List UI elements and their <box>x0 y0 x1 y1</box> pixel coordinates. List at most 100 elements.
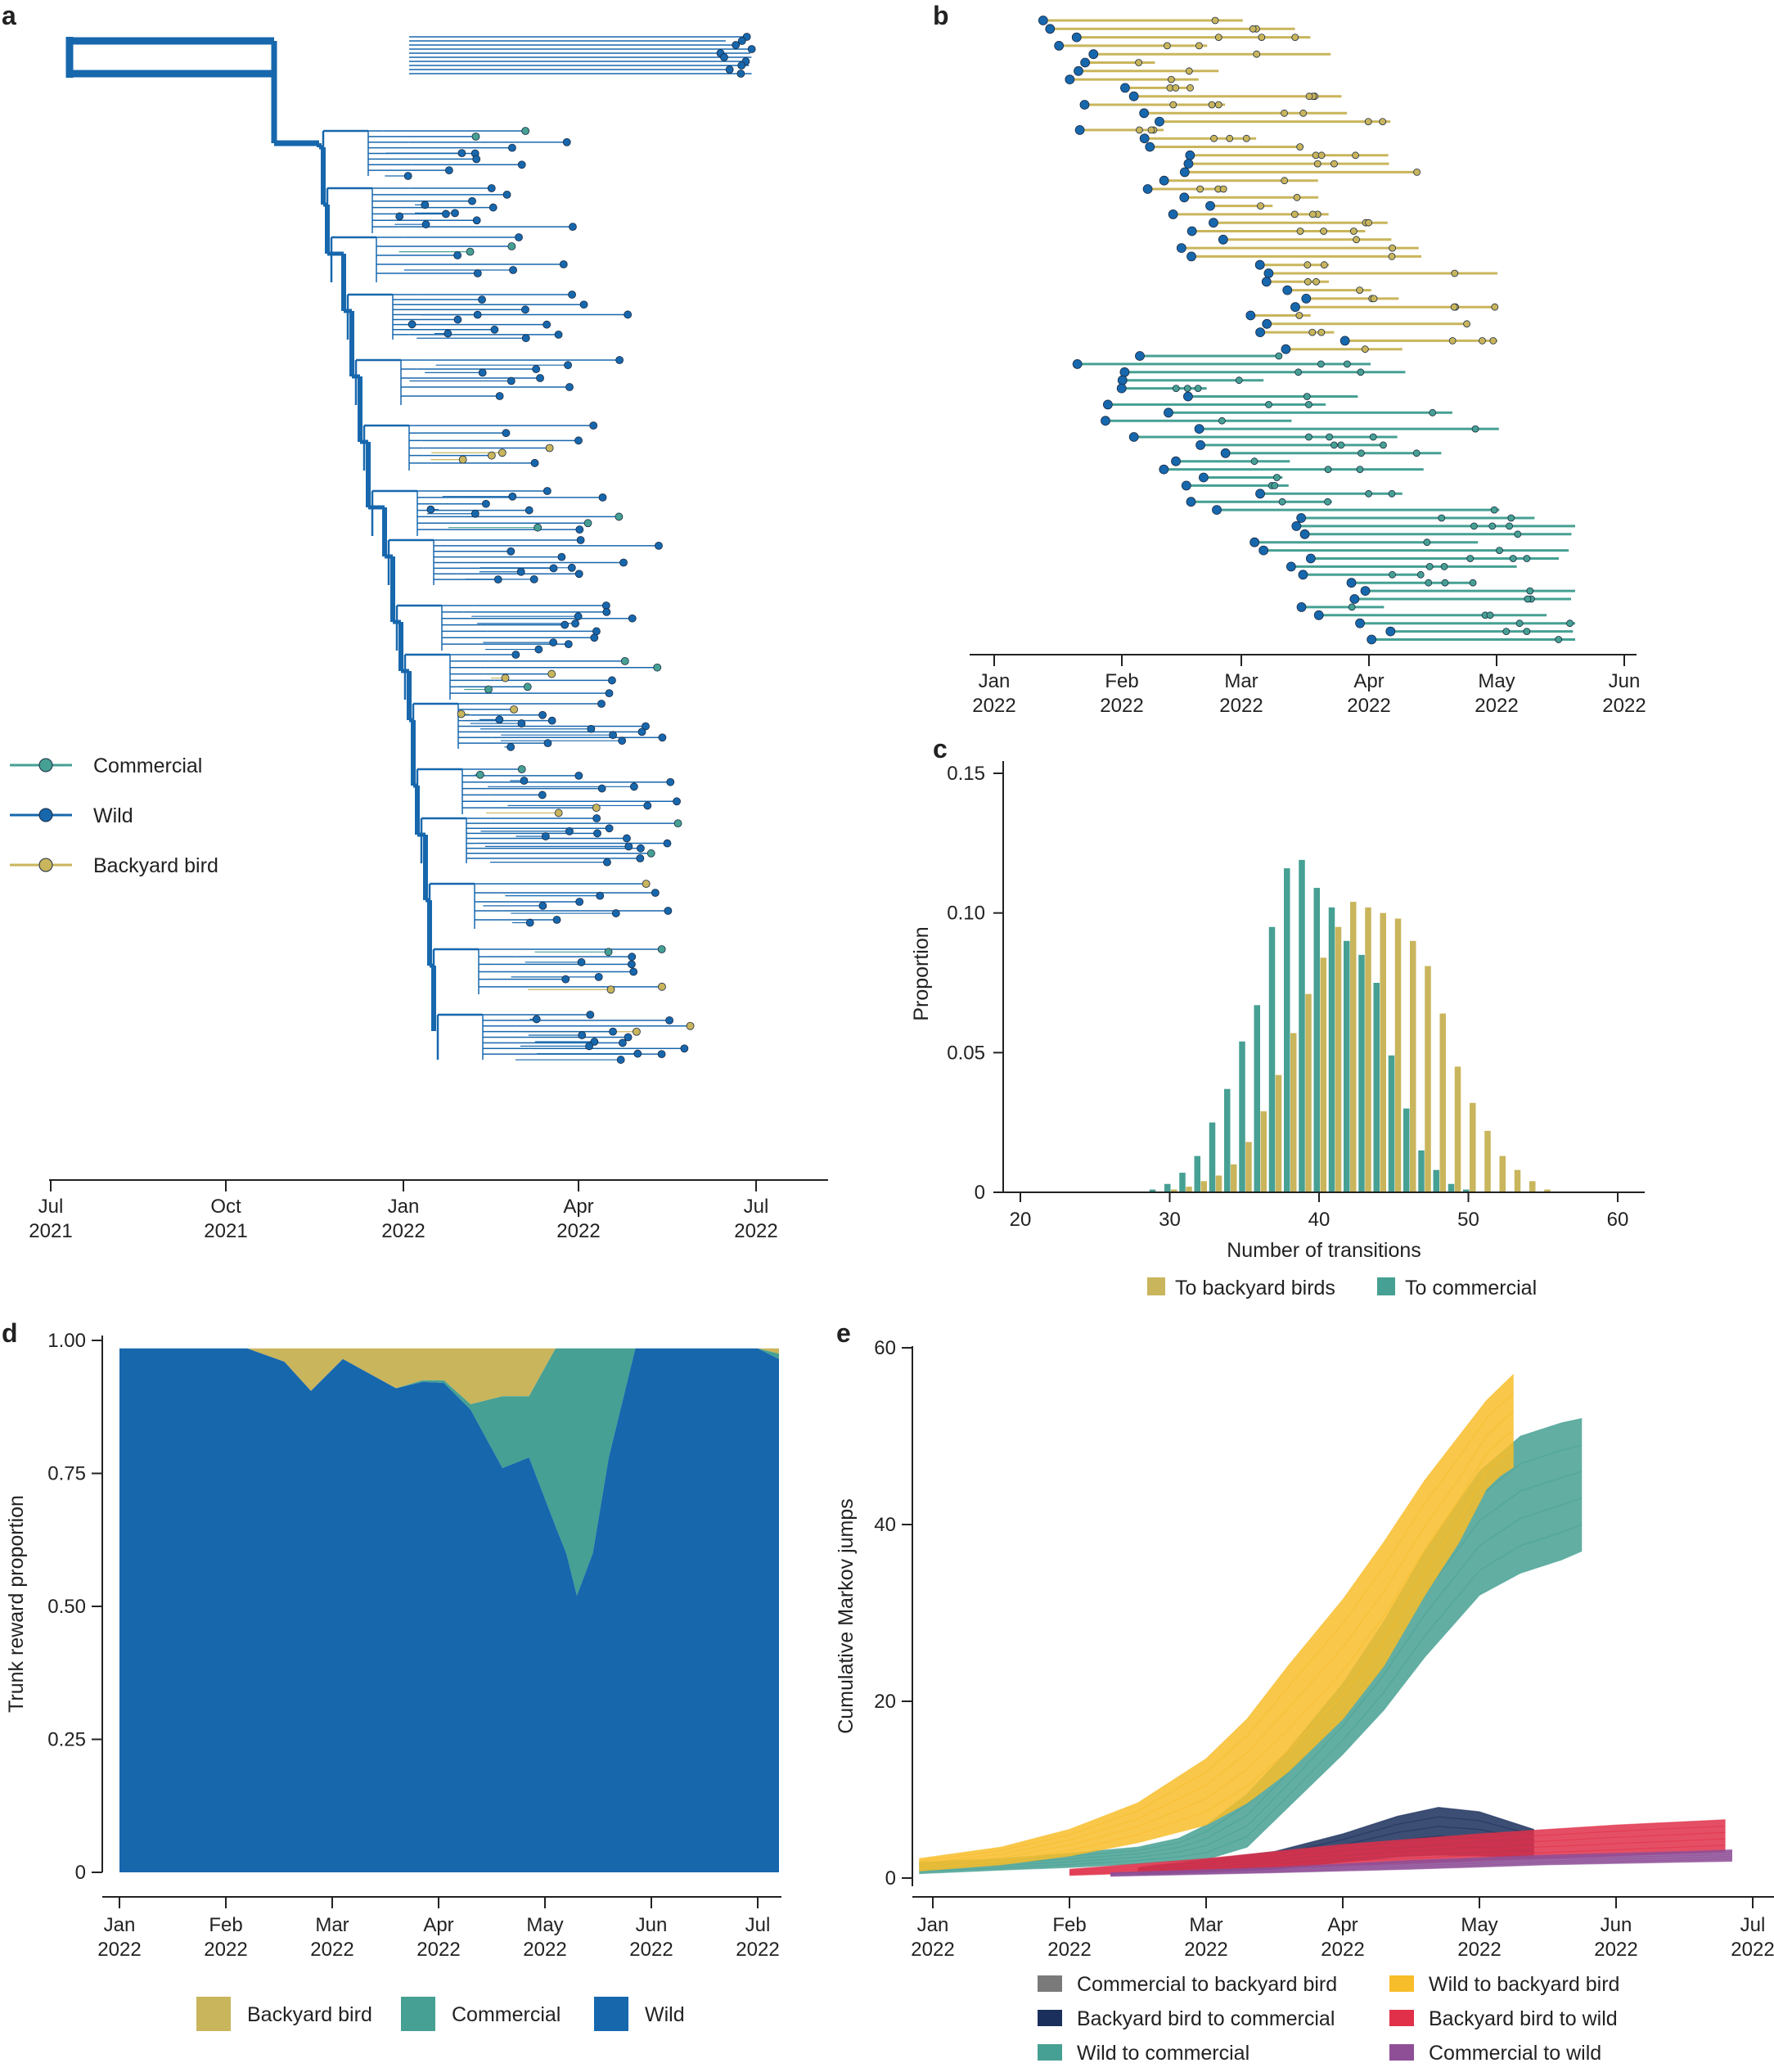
segment-start-marker <box>1155 116 1164 127</box>
tip-wild <box>567 563 576 572</box>
segment-end-marker <box>1356 466 1364 473</box>
segment-end-marker <box>1296 227 1304 235</box>
bar-backyard <box>1260 1111 1267 1192</box>
panel-e-legend: Commercial to backyard bird Wild to backy… <box>1038 1973 1619 2065</box>
segment-end-marker <box>1526 587 1534 595</box>
tip-wild <box>538 791 547 800</box>
tip-wild <box>571 619 579 628</box>
legend-label-wild: Wild <box>645 2003 685 2026</box>
tip-backyard <box>642 880 651 888</box>
y-tick-label: 0.15 <box>947 763 985 785</box>
tip-wild <box>736 70 745 78</box>
trajectory-backyard_to_wild <box>1069 1831 1726 1872</box>
tip-wild <box>605 824 614 833</box>
tip-backyard <box>510 705 518 714</box>
segment-end-marker <box>1295 312 1303 319</box>
tip-wild <box>543 739 552 748</box>
segment-end-marker <box>1429 408 1437 417</box>
tip-backyard <box>686 1021 695 1030</box>
tip-wild <box>574 612 583 621</box>
segment-start-marker <box>1179 167 1190 178</box>
segment-start-marker <box>1367 634 1377 645</box>
segment-start-marker <box>1071 32 1082 43</box>
trajectory-backyard_to_wild <box>1069 1819 1726 1870</box>
segment-start-marker <box>1195 440 1205 450</box>
tip-wild <box>493 575 502 584</box>
segment-end-marker <box>1471 425 1479 433</box>
tip-wild <box>552 916 561 924</box>
trajectory-wild_to_backyard <box>919 1466 1515 1872</box>
segment-start-marker <box>1205 200 1215 211</box>
segment-end-marker <box>1278 498 1286 506</box>
x-tick-year: 2021 <box>29 1220 72 1242</box>
legend-label-backyard_to_wild: Backyard bird to wild <box>1429 2007 1618 2030</box>
tip-wild <box>630 782 638 791</box>
segment-start-marker <box>1258 545 1269 556</box>
segment-end-marker <box>1291 34 1299 41</box>
tip-wild <box>565 827 574 836</box>
tip-commercial <box>466 247 475 256</box>
tip-wild <box>521 305 529 314</box>
segment-end-marker <box>1488 522 1497 530</box>
segment-end-marker <box>1168 75 1175 83</box>
segment-end-marker <box>1281 177 1289 185</box>
segment-end-marker <box>1507 514 1515 522</box>
trajectory-commercial_to_wild <box>1110 1851 1732 1874</box>
y-tick-label: 0 <box>975 1182 985 1204</box>
segment-start-marker <box>1186 251 1196 262</box>
x-tick-year: 2022 <box>1219 695 1263 717</box>
tip-wild <box>421 220 430 229</box>
trajectory-wild_to_backyard <box>919 1448 1515 1869</box>
segment-end-marker <box>1275 352 1283 360</box>
tip-wild <box>541 832 550 840</box>
segment-start-marker <box>1074 124 1085 135</box>
segment-start-marker <box>1360 586 1371 596</box>
tip-wild <box>628 953 637 962</box>
x-tick-month: Jan <box>917 1914 949 1936</box>
segment-end-marker <box>1357 368 1365 376</box>
segment-end-marker <box>1226 134 1234 142</box>
segment-end-marker <box>1364 118 1372 126</box>
segment-end-marker <box>1308 210 1317 218</box>
x-tick-year: 2021 <box>204 1220 247 1242</box>
segment-end-marker <box>1388 489 1396 498</box>
x-tick-month: May <box>1478 670 1515 692</box>
segment-end-marker <box>1253 50 1261 58</box>
tip-wild <box>538 901 547 910</box>
bar-commercial <box>1344 940 1350 1192</box>
segment-end-marker <box>1214 34 1222 41</box>
tip-wild <box>549 564 558 573</box>
x-tick-month: Jun <box>1601 1914 1632 1936</box>
x-tick-year: 2022 <box>911 1939 954 1961</box>
tip-wild <box>508 492 517 501</box>
segment-end-marker <box>1136 126 1143 134</box>
tip-commercial <box>484 685 493 694</box>
legend-label-commercial: To commercial <box>1405 1277 1537 1300</box>
tip-commercial <box>517 765 526 773</box>
segment-end-marker <box>1303 393 1311 400</box>
segment-end-marker <box>1330 160 1338 168</box>
segment-end-marker <box>1172 385 1180 393</box>
x-tick-month: Jan <box>979 670 1011 692</box>
x-tick-month: Apr <box>423 1914 453 1936</box>
band-wild_to_commercial <box>919 1418 1583 1874</box>
segment-start-marker <box>1142 184 1153 194</box>
legend-swatch-wild_to_backyard <box>1389 1975 1414 1992</box>
bar-backyard <box>1394 918 1402 1192</box>
segment-end-marker <box>1470 522 1478 530</box>
segment-end-marker <box>1361 345 1369 354</box>
x-tick-year: 2022 <box>972 695 1015 717</box>
segment-start-marker <box>1209 218 1218 228</box>
segment-start-marker <box>1171 456 1181 466</box>
tip-wild <box>597 784 606 793</box>
tip-wild <box>624 842 633 851</box>
panel-label-d: d <box>2 1318 18 1348</box>
x-tick-month: Feb <box>209 1914 242 1936</box>
bar-backyard <box>1275 1074 1282 1192</box>
legend-swatch-backyard <box>1147 1277 1165 1295</box>
tip-wild <box>643 801 652 810</box>
bar-backyard <box>1186 1187 1192 1192</box>
tip-wild <box>549 638 558 646</box>
y-tick-label: 60 <box>874 1337 896 1359</box>
tip-wild <box>495 715 504 724</box>
